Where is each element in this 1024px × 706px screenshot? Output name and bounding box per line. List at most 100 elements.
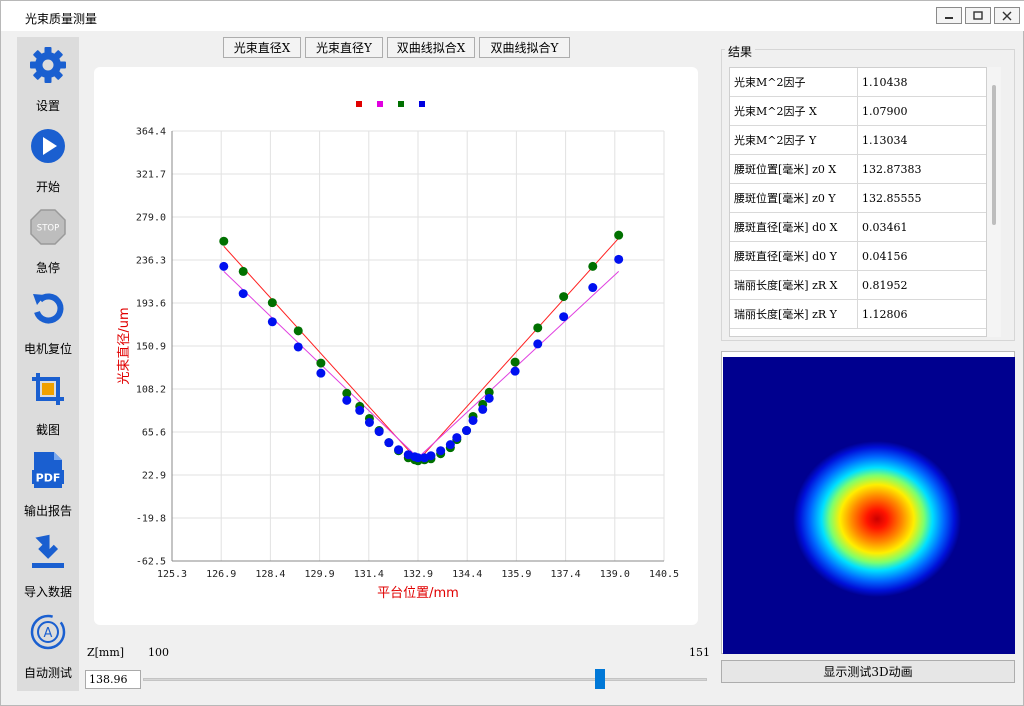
results-key: 腰斑位置[毫米] z0 X [730,155,858,184]
results-row[interactable]: 光束M^2因子 X 1.07900 [730,97,986,126]
data-point [462,426,472,436]
sidebar-item-start[interactable]: 开始 [17,120,79,198]
sidebar-item-motor-reset[interactable]: 电机复位 [17,282,79,360]
sidebar-label: 导入数据 [23,585,72,599]
results-row[interactable]: 腰斑直径[毫米] d0 X 0.03461 [730,213,986,242]
z-slider-thumb[interactable] [594,669,605,689]
x-axis-label: 平台位置/mm [377,586,459,601]
data-point [267,317,277,327]
data-point [293,342,303,352]
x-tick-label: 131.4 [354,569,384,580]
results-row[interactable]: 腰斑位置[毫米] z0 Y 132.85555 [730,184,986,213]
results-key: 瑞丽长度[毫米] zR X [730,271,858,300]
chart-axes: 125.3 126.9 128.4 129.9 131.4 132.9 134.4 135.9… [136,127,679,581]
show-3d-animation-button[interactable]: 显示测试3D动画 [721,660,1015,683]
beam-profile-panel [721,351,1015,654]
results-row[interactable]: 光束M^2因子 Y 1.13034 [730,126,986,155]
data-point [374,427,384,437]
tab-diameter-x[interactable]: 光束直径X [223,37,301,58]
results-value: 0.81952 [862,279,908,292]
sidebar-label: 输出报告 [23,504,72,518]
z-axis-label: Z[mm] [87,646,125,659]
sidebar-label: 设置 [35,99,60,113]
close-icon [1002,11,1012,20]
y-tick-label: 22.9 [142,471,166,482]
data-point [426,451,436,461]
pdf-icon-text: PDF [36,472,61,485]
chart-panel: 125.3 126.9 128.4 129.9 131.4 132.9 134.4 135.9… [94,67,698,625]
legend-marker [356,101,362,107]
results-row[interactable]: 瑞丽长度[毫米] zR Y 1.12806 [730,300,986,329]
auto-test-icon-text: A [44,626,53,641]
data-point [413,453,423,463]
z-axis-min: 100 [148,646,169,659]
data-point [238,266,248,276]
y-axis-label: 光束直径/um [117,307,132,384]
y-tick-label: 236.3 [136,256,166,267]
results-row[interactable]: 瑞丽长度[毫米] zR X 0.81952 [730,271,986,300]
results-row[interactable]: 光束M^2因子 1.10438 [730,68,986,97]
data-point [452,433,462,443]
sidebar-item-settings[interactable]: 设置 [17,39,79,117]
sidebar-item-screenshot[interactable]: 截图 [17,363,79,441]
results-group [721,49,1015,341]
window-title: 光束质量测量 [25,12,98,26]
x-tick-label: 129.9 [305,569,335,580]
data-point [267,298,277,308]
x-tick-label: 128.4 [255,569,285,580]
fit-line [223,271,620,459]
results-key: 腰斑位置[毫米] z0 Y [730,184,858,213]
data-point [533,323,543,333]
sidebar-label: 电机复位 [23,342,72,356]
results-value: 1.07900 [862,105,908,118]
results-row[interactable]: 腰斑直径[毫米] d0 Y 0.04156 [730,242,986,271]
x-tick-label: 139.0 [600,569,630,580]
y-tick-label: -19.8 [136,514,166,525]
data-point [559,292,569,302]
sidebar-item-import-data[interactable]: 导入数据 [17,525,79,603]
tab-diameter-y[interactable]: 光束直径Y [305,37,383,58]
sidebar-label: 急停 [35,261,60,275]
reset-icon [28,288,68,328]
results-scrollbar-thumb[interactable] [992,85,996,225]
chart-grid [171,130,665,562]
results-value: 132.87383 [862,163,922,176]
sidebar-item-auto-test[interactable]: A 自动测试 [17,606,79,684]
pdf-icon: PDF [28,450,68,490]
data-point [219,236,229,246]
sidebar-label: 自动测试 [23,666,72,680]
x-tick-label: 137.4 [551,569,581,580]
y-tick-label: 364.4 [136,127,166,138]
play-icon [28,126,68,166]
close-button[interactable] [994,7,1020,24]
legend-marker [398,101,404,107]
auto-test-icon: A [28,612,68,652]
results-value: 1.13034 [862,134,908,147]
data-point [316,368,326,378]
maximize-button[interactable] [965,7,991,24]
y-tick-label: 150.9 [136,342,166,353]
x-tick-label: 140.5 [649,569,679,580]
sidebar-item-export-report[interactable]: PDF 输出报告 [17,444,79,522]
chart-series [219,230,624,466]
minimize-button[interactable] [936,7,962,24]
results-key: 光束M^2因子 Y [730,126,858,155]
y-tick-label: -62.5 [136,557,166,568]
beam-profile-heatmap [723,357,1015,654]
results-title: 结果 [725,43,756,60]
results-key: 光束M^2因子 X [730,97,858,126]
sidebar-label: 开始 [35,180,60,194]
z-slider-track[interactable] [143,678,707,681]
results-row[interactable]: 腰斑位置[毫米] z0 X 132.87383 [730,155,986,184]
y-tick-label: 321.7 [136,170,166,181]
z-axis-max: 151 [689,646,710,659]
tab-hyperbola-fit-x[interactable]: 双曲线拟合X [387,37,475,58]
data-point [293,326,303,336]
data-point [219,261,229,271]
data-point [316,358,326,368]
sidebar: 设置 开始 STOP 急停 [17,37,79,691]
tab-hyperbola-fit-y[interactable]: 双曲线拟合Y [479,37,570,58]
data-point [238,289,248,299]
z-position-input[interactable]: 138.96 [85,670,141,689]
sidebar-item-emergency-stop[interactable]: STOP 急停 [17,201,79,279]
